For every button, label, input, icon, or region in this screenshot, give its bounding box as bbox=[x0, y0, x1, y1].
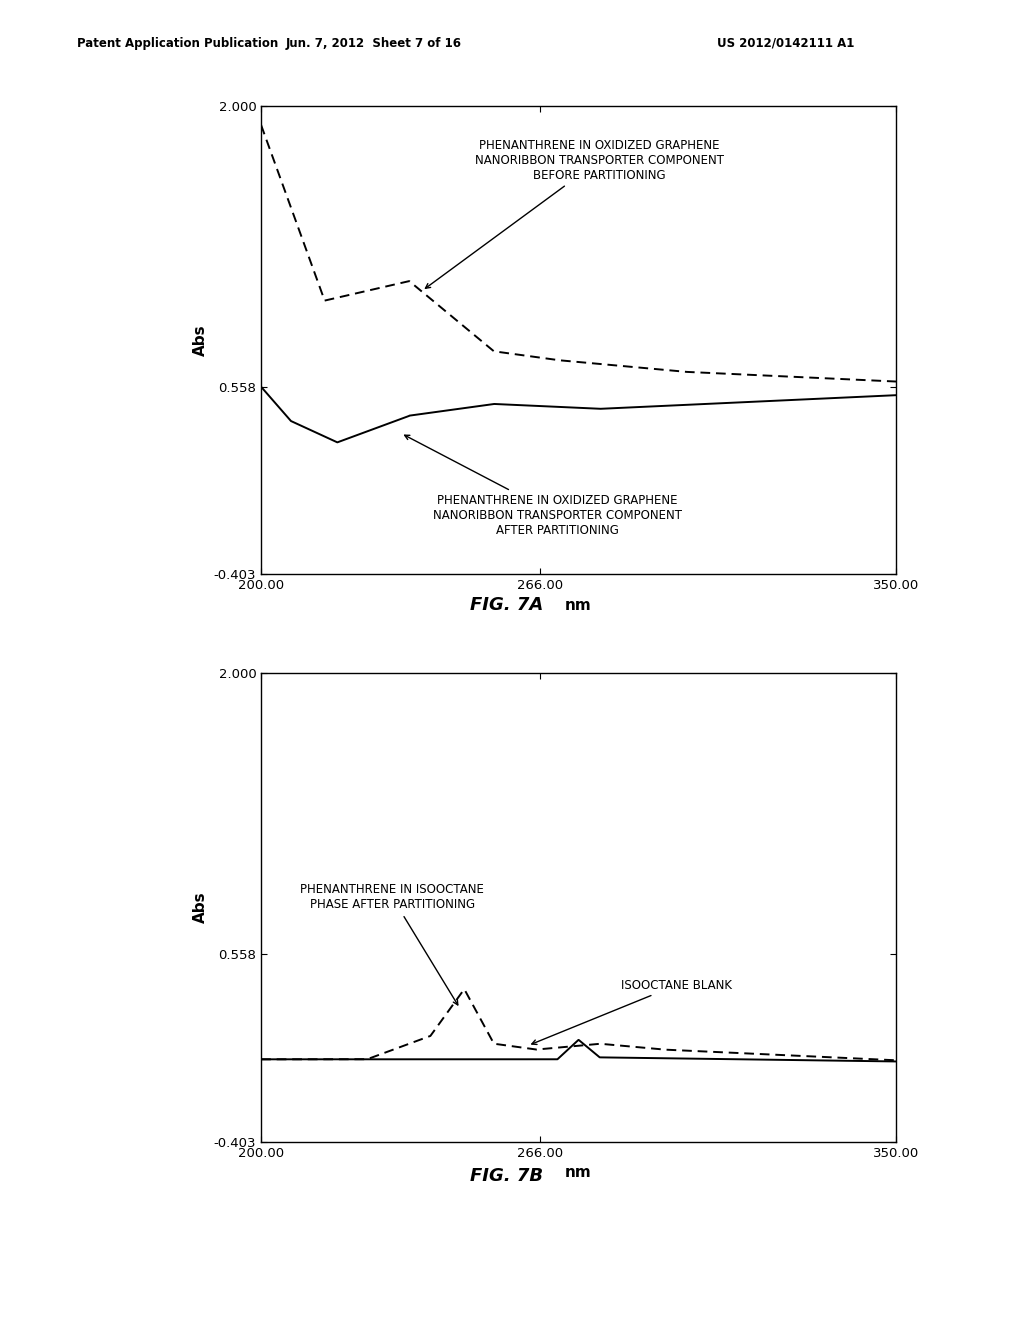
Text: Jun. 7, 2012  Sheet 7 of 16: Jun. 7, 2012 Sheet 7 of 16 bbox=[286, 37, 462, 50]
Text: Patent Application Publication: Patent Application Publication bbox=[77, 37, 279, 50]
X-axis label: nm: nm bbox=[565, 598, 592, 612]
X-axis label: nm: nm bbox=[565, 1166, 592, 1180]
Y-axis label: Abs: Abs bbox=[194, 325, 208, 355]
Text: ISOOCTANE BLANK: ISOOCTANE BLANK bbox=[531, 978, 732, 1044]
Text: PHENANTHRENE IN OXIDIZED GRAPHENE
NANORIBBON TRANSPORTER COMPONENT
AFTER PARTITI: PHENANTHRENE IN OXIDIZED GRAPHENE NANORI… bbox=[404, 436, 682, 537]
Text: PHENANTHRENE IN ISOOCTANE
PHASE AFTER PARTITIONING: PHENANTHRENE IN ISOOCTANE PHASE AFTER PA… bbox=[300, 883, 484, 1005]
Text: FIG. 7B: FIG. 7B bbox=[470, 1167, 544, 1185]
Y-axis label: Abs: Abs bbox=[194, 892, 208, 923]
Text: PHENANTHRENE IN OXIDIZED GRAPHENE
NANORIBBON TRANSPORTER COMPONENT
BEFORE PARTIT: PHENANTHRENE IN OXIDIZED GRAPHENE NANORI… bbox=[425, 139, 724, 288]
Text: FIG. 7A: FIG. 7A bbox=[470, 595, 544, 614]
Text: US 2012/0142111 A1: US 2012/0142111 A1 bbox=[717, 37, 854, 50]
